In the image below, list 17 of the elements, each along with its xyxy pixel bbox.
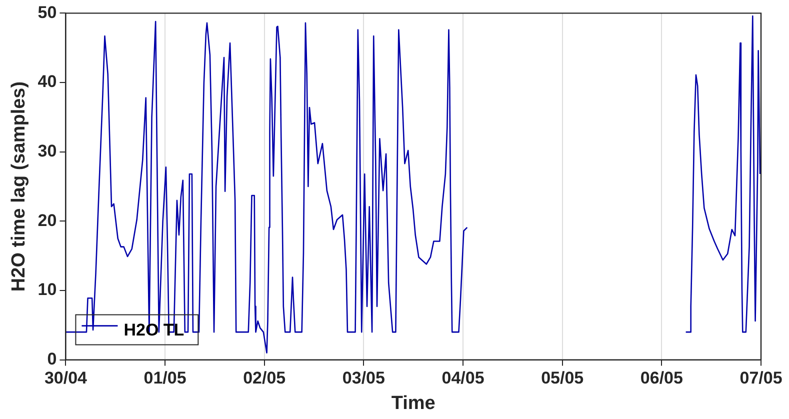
x-tick-label: 30/04: [44, 368, 88, 388]
y-tick-label: 40: [38, 72, 57, 92]
legend-label: H2O TL: [124, 320, 184, 340]
x-tick-label: 07/05: [740, 368, 782, 388]
x-tick-label: 04/05: [442, 368, 484, 388]
x-tick-label: 05/05: [541, 368, 584, 388]
y-tick-label: 0: [47, 349, 57, 368]
x-tick-label: 01/05: [144, 368, 186, 388]
y-tick-label: 50: [38, 2, 57, 22]
x-tick-label: 02/05: [243, 368, 286, 388]
x-axis-title: Time: [391, 392, 436, 414]
y-tick-label: 30: [38, 142, 57, 161]
y-axis-title: H2O time lag (samples): [8, 81, 30, 292]
y-tick-label: 10: [38, 280, 57, 300]
x-tick-label: 03/05: [342, 368, 385, 388]
x-tick-label: 06/05: [640, 368, 683, 388]
y-tick-label: 20: [38, 210, 57, 230]
